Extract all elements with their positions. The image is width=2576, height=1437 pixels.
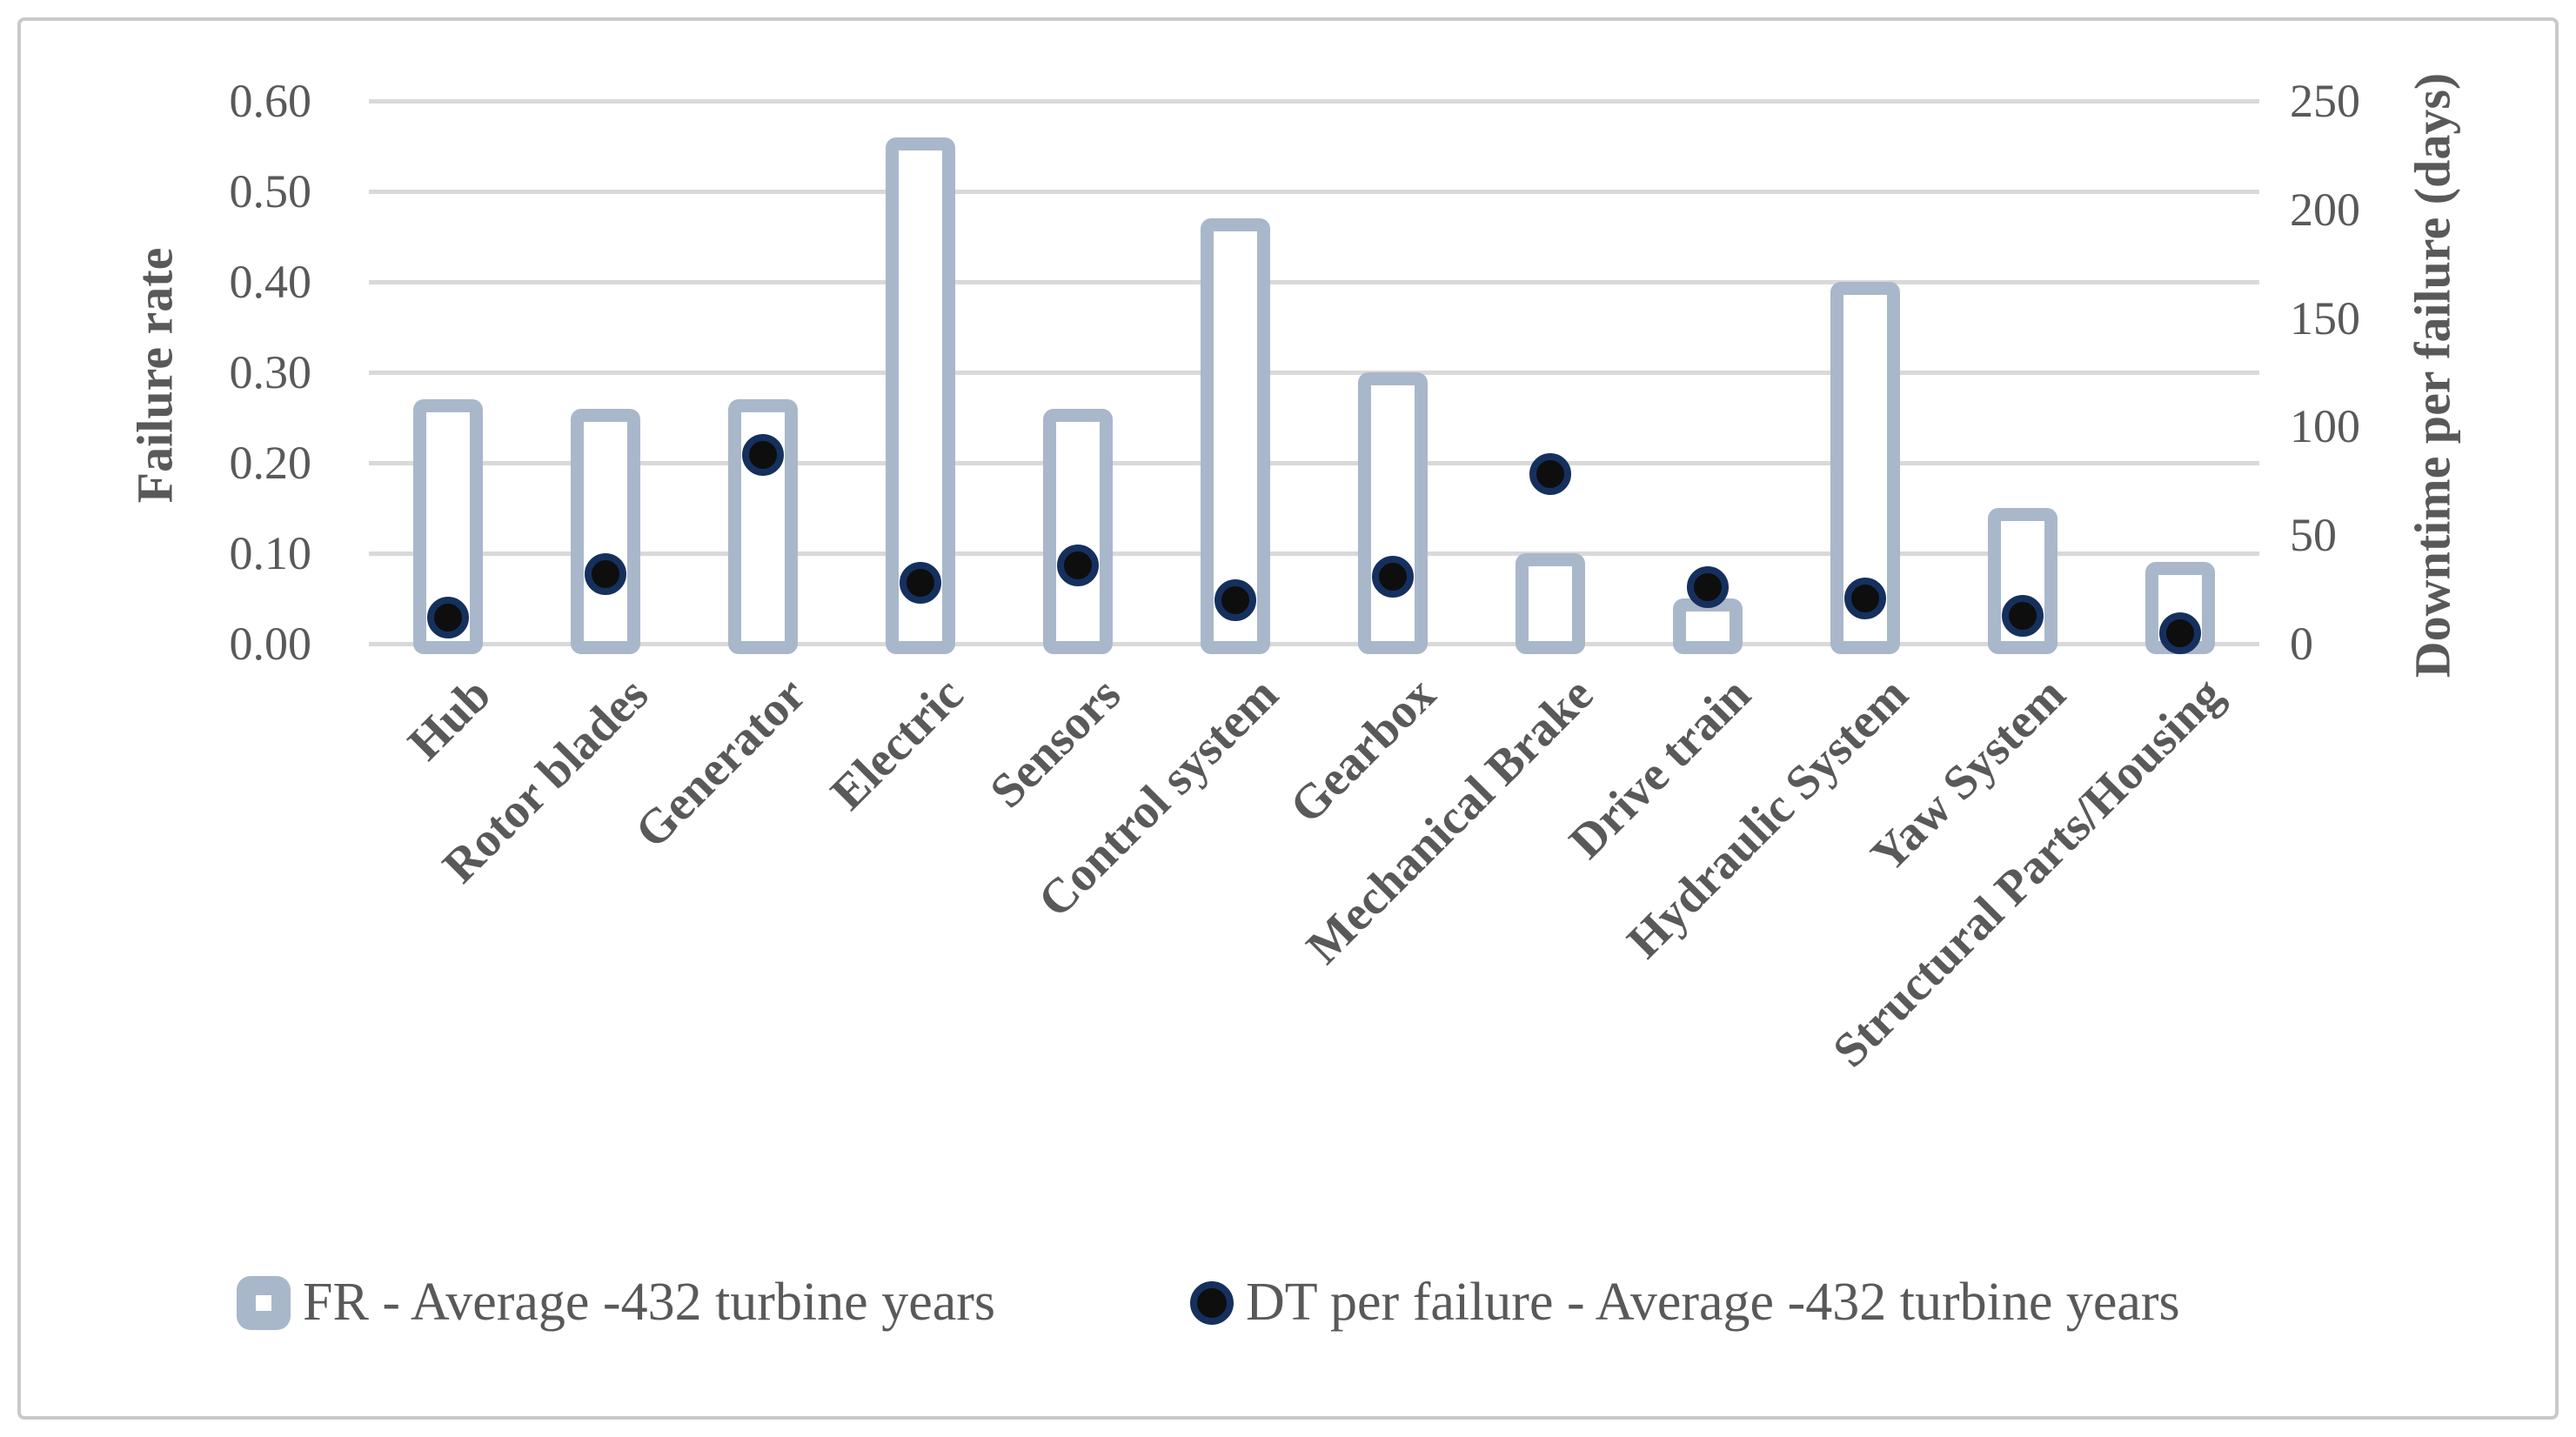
downtime-dot-11: [2159, 612, 2202, 654]
gridline: [369, 99, 2259, 104]
failure-rate-bar-7: [1515, 553, 1586, 654]
left-tick-0.40: 0.40: [229, 256, 312, 308]
downtime-dot-3: [899, 562, 941, 605]
gridline: [369, 551, 2259, 556]
right-tick-250: 250: [2290, 75, 2360, 127]
left-tick-0.50: 0.50: [229, 165, 312, 217]
plot-area: [369, 99, 2259, 654]
gridline: [369, 642, 2259, 646]
failure-rate-bar-6: [1358, 372, 1429, 654]
downtime-dot-6: [1372, 555, 1415, 598]
downtime-dot-9: [1844, 577, 1887, 619]
downtime-dot-10: [2002, 594, 2044, 637]
downtime-dot-4: [1056, 545, 1099, 587]
left-tick-0.10: 0.10: [229, 527, 312, 579]
right-axis-title: Downtime per failure (days): [2404, 72, 2461, 678]
gridline: [369, 280, 2259, 284]
failure-rate-bar-3: [885, 137, 955, 654]
downtime-dot-0: [426, 597, 469, 639]
downtime-dot-1: [584, 553, 626, 596]
dt-dot-legend-icon: [1190, 1280, 1234, 1325]
gridline: [369, 371, 2259, 375]
legend-label-fr: FR - Average -432 turbine years: [303, 1273, 996, 1332]
right-tick-0: 0: [2290, 618, 2313, 670]
right-tick-100: 100: [2290, 400, 2360, 453]
right-tick-50: 50: [2290, 509, 2337, 562]
left-tick-0.30: 0.30: [229, 346, 312, 398]
downtime-dot-5: [1214, 579, 1256, 622]
failure-rate-bar-11: [2145, 562, 2216, 654]
legend-label-dt: DT per failure - Average -432 turbine ye…: [1246, 1273, 2180, 1332]
legend-item-fr: FR - Average -432 turbine years: [237, 1272, 995, 1333]
failure-rate-bar-4: [1042, 408, 1113, 654]
left-tick-0.00: 0.00: [229, 618, 312, 670]
right-tick-150: 150: [2290, 291, 2360, 344]
failure-rate-bar-1: [570, 408, 640, 654]
fr-bar-legend-icon: [237, 1275, 291, 1330]
downtime-dot-2: [741, 433, 784, 476]
gridline: [369, 461, 2259, 465]
left-tick-0.20: 0.20: [229, 437, 312, 489]
downtime-dot-8: [1687, 566, 1730, 609]
right-tick-200: 200: [2290, 183, 2360, 236]
legend-item-dt: DT per failure - Average -432 turbine ye…: [1190, 1272, 2180, 1333]
legend: FR - Average -432 turbine years DT per f…: [0, 1272, 2576, 1367]
downtime-dot-7: [1529, 453, 1572, 496]
failure-rate-bar-2: [727, 399, 798, 654]
left-tick-0.60: 0.60: [229, 75, 312, 127]
gridline: [369, 190, 2259, 194]
